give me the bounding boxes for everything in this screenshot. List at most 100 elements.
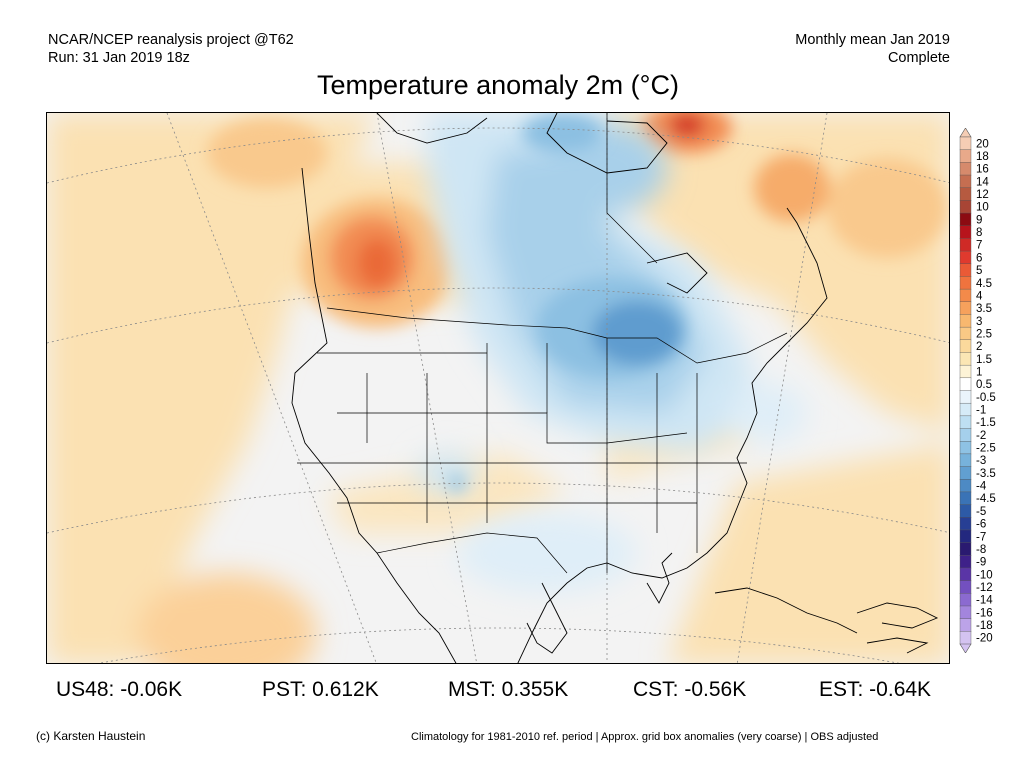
warm-area-labrador xyxy=(754,154,830,222)
cold-area-great-lakes xyxy=(592,301,682,365)
colorbar-tick-label: 2.5 xyxy=(976,328,992,340)
stat-est: EST: -0.64K xyxy=(819,678,932,701)
colorbar-tick-label: 0.5 xyxy=(976,379,992,391)
period-line: Monthly mean Jan 2019 xyxy=(795,32,950,48)
regional-stats: US48: -0.06K PST: 0.612K MST: 0.355K CST… xyxy=(0,678,1024,708)
colorbar-swatch xyxy=(959,162,972,176)
colorbar-tick-label: 3.5 xyxy=(976,303,992,315)
colorbar: 20 18 16 14 12 10 9 8 7 6 5 4.5 4 3.5 3 2.5 2 1.5 1 0.5 -0.5… xyxy=(958,127,1018,654)
colorbar-swatch xyxy=(959,555,972,569)
stat-cst: CST: -0.56K xyxy=(633,678,747,701)
colorbar-swatch xyxy=(959,580,972,594)
colorbar-tick-label: 3 xyxy=(976,316,982,328)
colorbar-swatch xyxy=(959,288,972,303)
colorbar-tick-label: 18 xyxy=(976,151,989,163)
colorbar-swatch xyxy=(959,225,972,239)
colorbar-swatch xyxy=(959,605,972,620)
source-line: NCAR/NCEP reanalysis project @T62 xyxy=(48,32,294,48)
colorbar-swatch xyxy=(959,441,972,455)
colorbar-tick-label: -20 xyxy=(976,633,993,645)
colorbar-tick-label: 8 xyxy=(976,227,982,239)
header-left: NCAR/NCEP reanalysis project @T62 Run: 3… xyxy=(48,31,294,67)
colorbar-swatch xyxy=(959,593,972,607)
colorbar-tick-label: 2 xyxy=(976,341,982,353)
colorbar-swatch xyxy=(959,491,972,506)
colorbar-tick-label: -2.5 xyxy=(976,443,996,455)
colorbar-tick-label: 20 xyxy=(976,138,989,150)
colorbar-swatch xyxy=(959,402,972,417)
colorbar-tick-label: -1.5 xyxy=(976,417,996,429)
colorbar-tick-label: -0.5 xyxy=(976,392,996,404)
colorbar-swatch xyxy=(959,238,972,252)
colorbar-swatch xyxy=(959,364,972,379)
political-borders xyxy=(297,113,788,574)
colorbar-swatch xyxy=(959,352,972,366)
colorbar-tick-label: 7 xyxy=(976,240,982,252)
colorbar-swatch xyxy=(959,479,972,493)
colorbar-swatch xyxy=(959,390,972,404)
colorbar-top-arrow xyxy=(959,127,972,138)
colorbar-swatch xyxy=(959,326,972,341)
stat-pst: PST: 0.612K xyxy=(262,678,379,701)
colorbar-swatch xyxy=(959,542,972,556)
colorbar-swatch xyxy=(959,187,972,201)
colorbar-swatch xyxy=(959,529,972,544)
strong-cold-layer xyxy=(449,113,687,491)
colorbar-tick-label: 10 xyxy=(976,202,989,214)
colorbar-swatch xyxy=(959,428,972,442)
colorbar-swatch xyxy=(959,453,972,468)
colorbar-swatch xyxy=(959,263,972,277)
colorbar-tick-label: -12 xyxy=(976,582,993,594)
colorbar-tick-label: -9 xyxy=(976,557,986,569)
header-right: Monthly mean Jan 2019 Complete xyxy=(700,31,950,67)
colorbar-swatch xyxy=(959,517,972,531)
colorbar-tick-label: 1 xyxy=(976,366,982,378)
colorbar-tick-label: -1 xyxy=(976,405,986,417)
colorbar-swatch xyxy=(959,276,972,290)
colorbar-swatch xyxy=(959,377,972,391)
colorbar-tick-label: 14 xyxy=(976,176,989,188)
anomaly-map xyxy=(46,112,950,664)
status-line: Complete xyxy=(887,50,950,66)
strong-warm-layer xyxy=(207,113,947,328)
colorbar-tick-label: 4 xyxy=(976,290,983,302)
colorbar-swatch xyxy=(959,212,972,227)
colorbar-swatch xyxy=(959,200,972,214)
cold-area-new-mexico xyxy=(417,453,477,493)
colorbar-swatch xyxy=(959,339,972,353)
colorbar-tick-label: 9 xyxy=(976,214,982,226)
colorbar-tick-label: 12 xyxy=(976,189,989,201)
anomaly-map-canvas xyxy=(47,113,949,663)
colorbar-tick-label: 5 xyxy=(976,265,982,277)
colorbar-canvas: 201816141210987654.543.532.521.510.5-0.5… xyxy=(959,127,996,654)
footer-credit: (c) Karsten Haustein xyxy=(36,729,146,743)
colorbar-tick-label: -5 xyxy=(976,506,986,518)
colorbar-tick-label: -4 xyxy=(976,481,987,493)
colorbar-tick-label: -3 xyxy=(976,455,986,467)
map-title: Temperature anomaly 2m (°C) xyxy=(317,70,679,100)
colorbar-swatch xyxy=(959,149,972,163)
colorbar-swatch xyxy=(959,314,972,328)
colorbar-swatch xyxy=(959,301,972,315)
colorbar-tick-label: -2 xyxy=(976,430,986,442)
colorbar-tick-label: -6 xyxy=(976,519,986,531)
colorbar-tick-label: 4.5 xyxy=(976,278,992,290)
colorbar-tick-label: -3.5 xyxy=(976,468,996,480)
colorbar-swatch xyxy=(959,567,972,582)
colorbar-swatch xyxy=(959,631,972,645)
run-line: Run: 31 Jan 2019 18z xyxy=(48,50,190,66)
colorbar-swatch xyxy=(959,415,972,430)
colorbar-tick-label: -4.5 xyxy=(976,493,996,505)
stat-us48: US48: -0.06K xyxy=(56,678,183,701)
colorbar-tick-label: -16 xyxy=(976,607,993,619)
colorbar-tick-label: -7 xyxy=(976,531,986,543)
colorbar-tick-label: -10 xyxy=(976,569,993,581)
colorbar-tick-label: -14 xyxy=(976,595,993,607)
colorbar-swatch xyxy=(959,504,972,518)
stat-mst: MST: 0.355K xyxy=(448,678,569,701)
colorbar-tick-label: -18 xyxy=(976,620,993,632)
colorbar-bottom-arrow xyxy=(959,643,972,654)
coastlines xyxy=(291,113,939,663)
footer-note: Climatology for 1981-2010 ref. period | … xyxy=(411,731,879,743)
colorbar-tick-label: 16 xyxy=(976,164,989,176)
